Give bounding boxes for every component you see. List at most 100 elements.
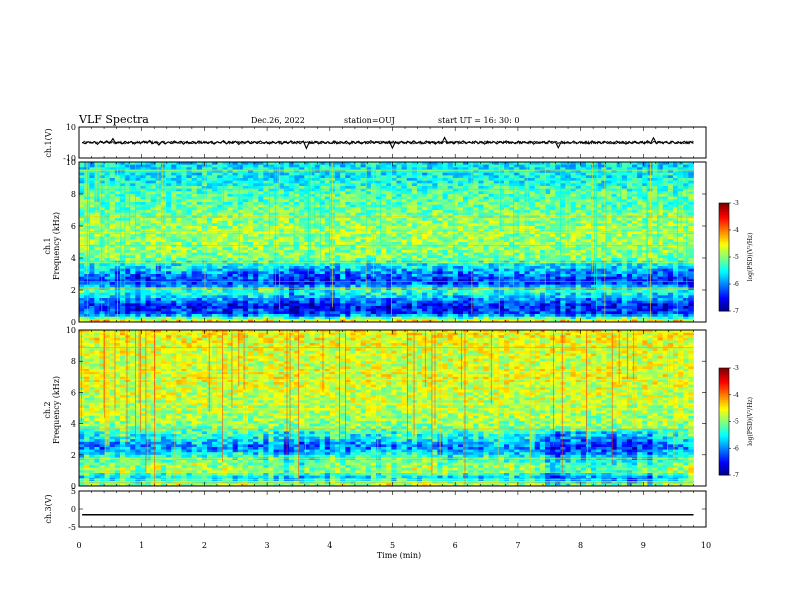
ch1-spec-cell: [396, 239, 402, 243]
ch1-spec-cell: [416, 260, 423, 264]
ch1-spec-cell: [350, 210, 356, 214]
ch1-spec-cell: [283, 212, 290, 216]
ch1-spec-cell: [667, 239, 674, 243]
ch1-spec-cell: [217, 194, 223, 198]
ch1-spec-cell: [171, 263, 177, 267]
ch1-spec-cell: [386, 252, 392, 256]
ch1-spec-cell: [519, 178, 525, 182]
ch1-spec-cell: [396, 252, 402, 256]
ch1-spec-cell: [207, 266, 213, 270]
ch1-spec-cell: [381, 194, 387, 198]
ch1-spec-cell: [606, 180, 612, 184]
ch1-spec-cell: [606, 172, 612, 176]
ch1-spec-cell: [488, 255, 495, 259]
ch1-spec-cell: [442, 260, 449, 264]
ch1-spec-cell: [642, 266, 648, 270]
ch1-spec-cell: [457, 234, 464, 238]
ch1-spec-cell: [196, 247, 203, 251]
ch1-spec-cell: [258, 239, 264, 243]
ch1-spec-cell: [140, 175, 146, 179]
ch1-spec-cell: [324, 247, 331, 251]
ch1-spec-cell: [135, 266, 141, 270]
ch1-spec-cell: [626, 210, 633, 214]
ch1-spec-cell: [539, 191, 546, 195]
ch1-spec-cell: [232, 268, 239, 272]
ch1-spec-cell: [160, 210, 167, 214]
ch1-spec-cell: [667, 228, 674, 232]
ch1-spec-cell: [340, 266, 346, 270]
ch1-spec-cell: [375, 226, 382, 230]
ch1-spec-cell: [355, 172, 362, 176]
ch1-spec-cell: [626, 204, 633, 208]
ch1-spec-cell: [442, 180, 449, 184]
ch1-spec-cell: [478, 164, 484, 168]
ch1-spec-cell: [375, 239, 382, 243]
ch1-spec-cell: [340, 199, 346, 203]
ch1-spec-cell: [294, 244, 300, 248]
ch1-spec-cell: [314, 268, 321, 272]
ch1-spec-cell: [422, 199, 428, 203]
ch1-spec-cell: [304, 199, 310, 203]
ch1-spec-cell: [391, 186, 397, 190]
ch1-spec-cell: [283, 167, 290, 171]
ch1-spec-cell: [350, 255, 356, 259]
ch1-spec-cell: [565, 250, 571, 254]
ch1-spec-cell: [242, 231, 249, 235]
ch1-spec-cell: [437, 194, 443, 198]
ch1-spec-cell: [642, 199, 648, 203]
ch1-spec-cell: [340, 244, 346, 248]
ch1-spec-cell: [232, 199, 239, 203]
ch1-spec-cell: [268, 207, 274, 211]
ch1-spec-cell: [683, 191, 689, 195]
ch1-spec-cell: [637, 255, 643, 259]
ch1-spec-cell: [468, 220, 474, 224]
ch1-spec-cell: [186, 260, 193, 264]
ch1-spec-cell: [140, 244, 146, 248]
ch1-spec-cell: [283, 242, 290, 246]
ch1-spec-cell: [657, 220, 664, 224]
ch1-spec-cell: [483, 186, 490, 190]
ch1-spec-cell: [386, 183, 392, 187]
ch1-spec-cell: [207, 196, 213, 200]
ch1-spec-cell: [544, 236, 551, 240]
ch1-spec-cell: [99, 263, 105, 267]
ch1-spec-cell: [642, 191, 648, 195]
ch1-spec-cell: [242, 162, 249, 166]
ch1-spec-cell: [657, 226, 664, 230]
ch1-spec-cell: [283, 252, 290, 256]
ch1-spec-cell: [186, 207, 193, 211]
ch1-spec-cell: [181, 220, 187, 224]
ch1-spec-cell: [360, 178, 367, 182]
ch1-spec-cell: [125, 191, 131, 195]
ch1-spec-cell: [355, 210, 362, 214]
ch1-spec-cell: [509, 196, 515, 200]
ch1-spec-cell: [534, 199, 541, 203]
ch1-spec-cell: [335, 204, 341, 208]
ch1-spec-cell: [176, 223, 182, 227]
ch1-spec-cell: [99, 268, 105, 272]
ch1-spec-cell: [79, 268, 85, 272]
ch1-spec-cell: [242, 188, 249, 192]
ch1-spec-cell: [396, 164, 402, 168]
ch1-spec-cell: [463, 218, 469, 222]
ch1-spec-cell: [360, 260, 367, 264]
ch1-spec-cell: [575, 207, 582, 211]
ch1-spec-cell: [119, 231, 126, 235]
ch1-spec-cell: [483, 226, 490, 230]
ch1-spec-cell: [570, 236, 577, 240]
ch1-spec-cell: [632, 167, 638, 171]
ch1-spec-cell: [242, 268, 249, 272]
ch1-spec-cell: [575, 228, 582, 232]
ch1-spec-cell: [196, 210, 203, 214]
ch1-spec-cell: [181, 207, 187, 211]
ch1-spec-cell: [683, 207, 689, 211]
ch1-spec-cell: [519, 183, 525, 187]
ch1-spec-cell: [575, 204, 582, 208]
ch1-spec-cell: [227, 188, 234, 192]
ch1-spec-cell: [580, 164, 587, 168]
ch1-spec-cell: [253, 252, 259, 256]
ch1-spec-cell: [683, 260, 689, 264]
ch1-spec-cell: [130, 239, 136, 243]
ch1-spec-cell: [94, 172, 100, 176]
ch1-spec-cell: [288, 175, 295, 179]
